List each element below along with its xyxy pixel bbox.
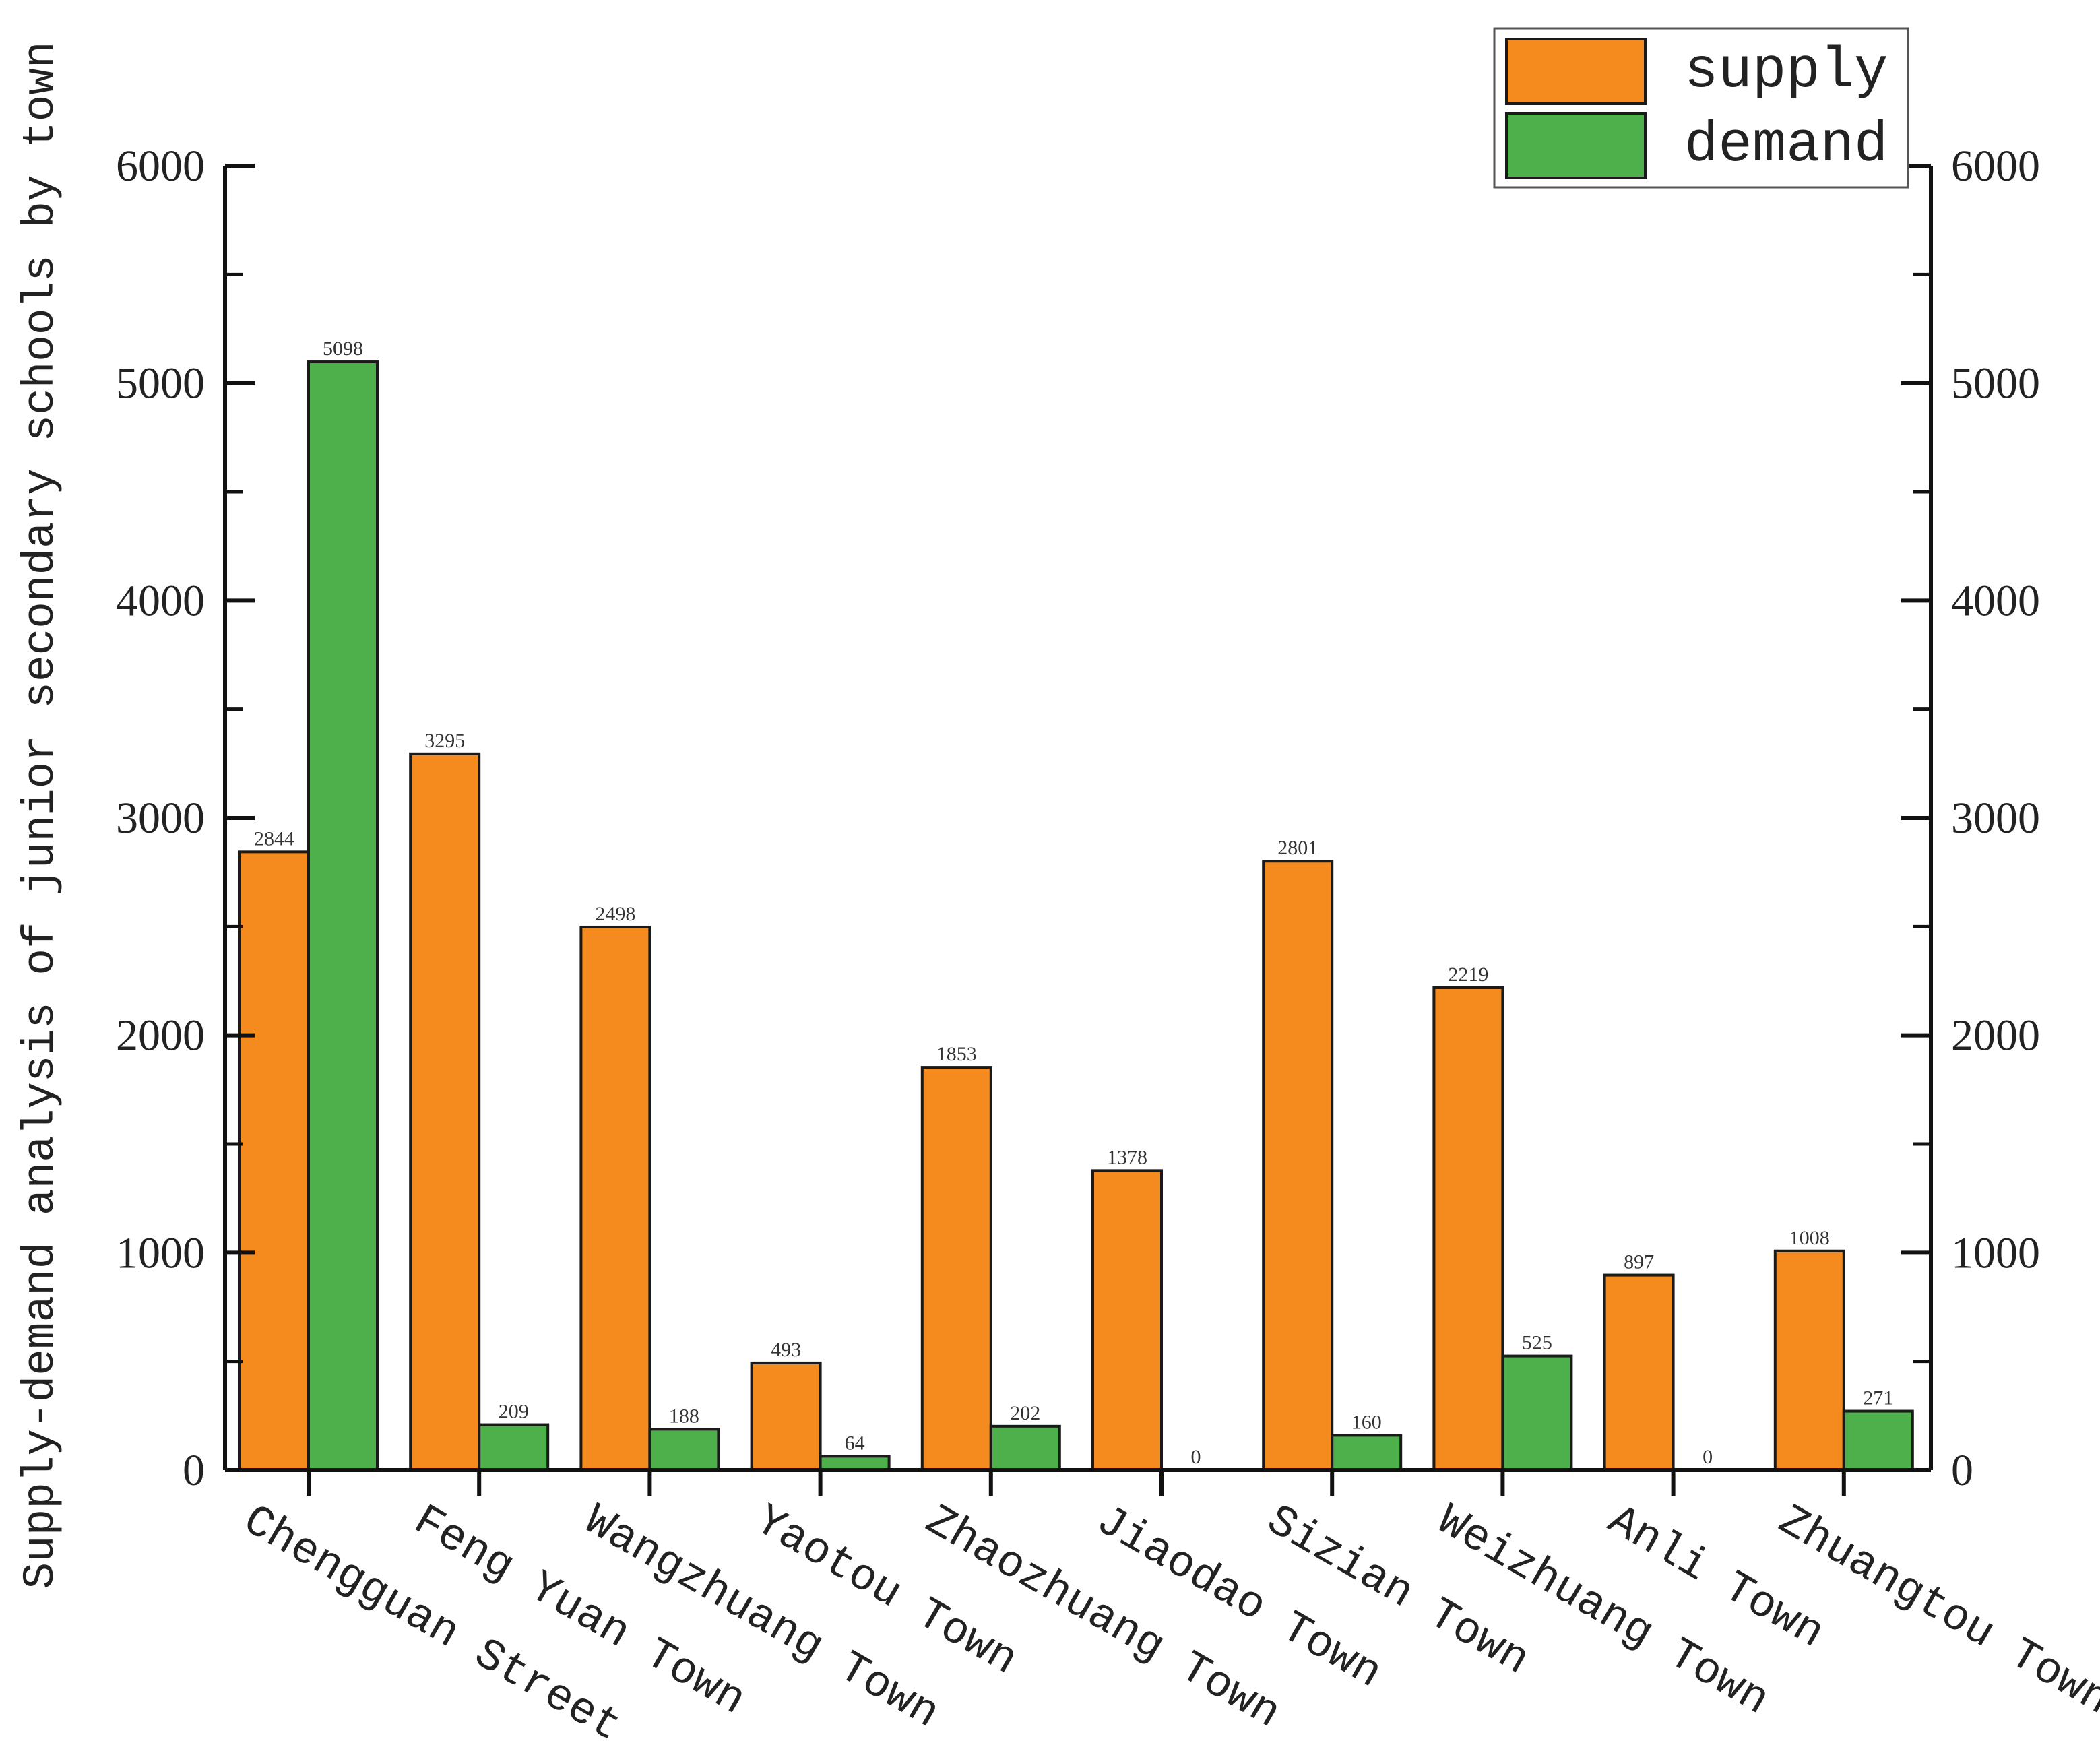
- y-tick-label-right-5: 5000: [1951, 359, 2040, 408]
- value-label-supply-6: 2801: [1277, 837, 1318, 859]
- bar-demand-7: [1501, 1354, 1573, 1471]
- bar-supply-6: [1262, 860, 1334, 1471]
- axes-group: [223, 166, 1933, 1472]
- y-tick-label-left-3: 3000: [116, 794, 205, 843]
- bar-supply-9: [1773, 1249, 1845, 1471]
- legend-label-supply: supply: [1684, 40, 1888, 104]
- value-label-demand-7: 525: [1522, 1332, 1552, 1354]
- y-tick-label-right-4: 4000: [1951, 576, 2040, 625]
- value-label-supply-4: 1853: [936, 1043, 977, 1065]
- y-tick-label-right-0: 0: [1951, 1446, 1973, 1495]
- bar-supply-3: [750, 1361, 822, 1471]
- bar-supply-5: [1091, 1169, 1163, 1472]
- y-tick-label-left-6: 6000: [116, 141, 205, 191]
- value-label-supply-9: 1008: [1789, 1227, 1830, 1249]
- bar-demand-9: [1842, 1409, 1914, 1472]
- value-labels-group: 2844 5098 3295 209 2498 188 493 64 1853 202 1378 0 2…: [254, 338, 1893, 1468]
- value-label-supply-0: 2844: [254, 827, 294, 850]
- value-label-demand-0: 5098: [323, 338, 363, 360]
- legend-swatch-demand: [1505, 112, 1647, 179]
- y-tick-label-left-4: 4000: [116, 576, 205, 625]
- y-tick-label-left-0: 0: [183, 1446, 205, 1495]
- value-label-supply-5: 1378: [1107, 1146, 1147, 1168]
- legend-swatch-supply: [1505, 38, 1647, 105]
- bar-demand-4: [989, 1424, 1061, 1471]
- y-tick-label-left-2: 2000: [116, 1011, 205, 1060]
- bars-group: [238, 360, 1914, 1472]
- bar-supply-2: [579, 925, 651, 1471]
- value-label-demand-1: 209: [499, 1401, 529, 1423]
- bar-demand-3: [819, 1455, 891, 1472]
- value-label-supply-7: 2219: [1448, 963, 1488, 986]
- ticks-group: 0 0 1000 1000 2000 2000 3000 3000 4000 4000 5000 50…: [116, 141, 2040, 1496]
- y-tick-label-right-2: 2000: [1951, 1011, 2040, 1060]
- value-label-demand-3: 64: [845, 1432, 865, 1454]
- y-tick-label-right-1: 1000: [1951, 1228, 2040, 1277]
- value-label-supply-3: 493: [771, 1339, 801, 1361]
- bar-supply-4: [920, 1066, 992, 1471]
- bar-supply-8: [1603, 1273, 1675, 1471]
- value-label-supply-8: 897: [1624, 1251, 1654, 1273]
- value-label-demand-5: 0: [1191, 1446, 1201, 1468]
- value-label-demand-8: 0: [1703, 1446, 1713, 1468]
- legend-label-demand: demand: [1684, 114, 1888, 178]
- value-label-demand-4: 202: [1010, 1402, 1040, 1424]
- y-tick-label-right-3: 3000: [1951, 794, 2040, 843]
- bar-supply-1: [409, 752, 481, 1471]
- bar-demand-6: [1331, 1434, 1403, 1471]
- y-axis-label: Supply-demand analysis of junior seconda…: [15, 41, 66, 1589]
- bar-supply-0: [238, 850, 310, 1472]
- value-label-supply-2: 2498: [595, 903, 635, 925]
- value-label-demand-6: 160: [1351, 1411, 1382, 1433]
- legend: supply demand: [1493, 27, 1909, 189]
- value-label-demand-2: 188: [669, 1405, 699, 1427]
- value-label-demand-9: 271: [1863, 1387, 1893, 1409]
- value-label-supply-1: 3295: [424, 730, 465, 752]
- bar-supply-7: [1432, 986, 1504, 1471]
- y-tick-label-left-1: 1000: [116, 1228, 205, 1277]
- y-tick-label-right-6: 6000: [1951, 141, 2040, 191]
- y-tick-label-left-5: 5000: [116, 359, 205, 408]
- bar-demand-1: [478, 1423, 550, 1472]
- bar-demand-2: [648, 1428, 720, 1471]
- bar-demand-0: [307, 360, 379, 1472]
